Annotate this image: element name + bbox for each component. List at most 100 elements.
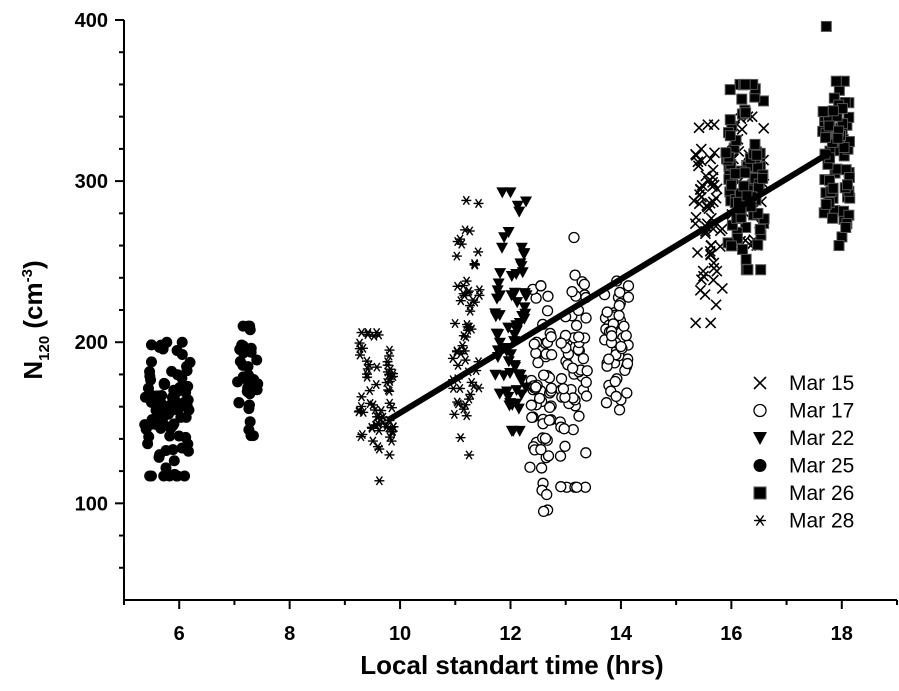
data-point (357, 343, 368, 353)
data-point (494, 268, 507, 280)
data-point (542, 450, 555, 462)
data-point (469, 297, 480, 307)
data-point (466, 377, 477, 388)
data-point (490, 293, 503, 305)
data-point (840, 221, 852, 233)
data-point (705, 249, 717, 261)
data-point (543, 414, 555, 426)
y-axis-label-main: N (18, 361, 48, 380)
data-point (164, 430, 176, 442)
data-point (500, 386, 513, 398)
data-point (473, 247, 484, 257)
data-point (838, 142, 850, 154)
data-point (621, 357, 634, 370)
data-point (724, 114, 736, 126)
data-point (383, 385, 394, 395)
data-point (532, 356, 544, 369)
y-axis-label-subscript: 120 (36, 336, 53, 361)
data-point (183, 404, 195, 416)
data-point (705, 240, 717, 252)
data-point (692, 160, 705, 172)
data-point (388, 422, 399, 432)
data-point (474, 290, 485, 301)
data-point (153, 451, 165, 463)
data-point (831, 163, 843, 175)
data-point (354, 338, 365, 348)
legend-label: Mar 28 (789, 510, 854, 533)
data-point (493, 337, 506, 349)
data-point (535, 462, 548, 474)
data-point (710, 299, 722, 311)
legend-marker (753, 459, 767, 472)
data-point (461, 276, 472, 286)
legend-item: Mar 17 (753, 400, 854, 423)
data-point (520, 196, 533, 208)
data-point (451, 251, 462, 261)
data-point (528, 338, 540, 350)
data-point (242, 320, 254, 332)
legend: Mar 15 Mar 17 Mar 22 Mar 25 Mar 26 Mar 28 (753, 372, 854, 533)
data-point (496, 187, 509, 199)
data-point (384, 345, 395, 355)
data-point (504, 187, 517, 199)
data-point (707, 171, 719, 183)
data-point (496, 242, 509, 254)
data-point (145, 339, 157, 351)
data-point (705, 153, 717, 165)
data-point (151, 414, 163, 426)
data-point (757, 172, 769, 184)
data-point (511, 200, 524, 212)
data-point (542, 290, 554, 302)
data-point (465, 306, 476, 316)
data-point (386, 436, 397, 446)
data-point (145, 356, 157, 368)
data-point (515, 242, 528, 254)
data-point (386, 403, 397, 413)
data-point (580, 447, 592, 459)
data-point (530, 347, 542, 359)
data-point (456, 239, 467, 249)
data-point (164, 470, 176, 482)
data-point (817, 106, 829, 118)
legend-label: Mar 15 (789, 372, 854, 395)
data-point (234, 356, 246, 368)
legend-marker (753, 376, 767, 390)
data-point (513, 206, 526, 218)
data-point (245, 430, 257, 442)
data-point (620, 329, 632, 342)
data-point (533, 392, 546, 404)
data-point (510, 269, 523, 281)
data-point (182, 438, 194, 450)
data-point (535, 443, 547, 456)
y-axis-label: N120 (cm-3) (18, 260, 53, 379)
legend-label: Mar 17 (789, 400, 854, 423)
data-point (559, 440, 571, 452)
data-point (362, 329, 373, 340)
data-point (464, 450, 475, 460)
data-point (166, 391, 178, 403)
y-tick-label: 200 (75, 332, 108, 354)
data-point (242, 369, 254, 381)
data-point (827, 105, 839, 117)
data-points (139, 20, 856, 518)
data-point (695, 191, 708, 203)
data-point (493, 388, 506, 400)
data-point (455, 234, 466, 244)
x-axis-label: Local standart time (hrs) (360, 650, 663, 680)
data-point (690, 148, 702, 160)
data-point (168, 418, 180, 430)
x-tick-label: 14 (610, 623, 633, 645)
data-point (535, 280, 547, 292)
data-point (566, 362, 579, 374)
data-point (554, 450, 567, 462)
legend-item: Mar 22 (753, 427, 854, 450)
data-point (568, 231, 580, 244)
data-point (701, 199, 713, 212)
data-point (689, 218, 701, 230)
data-point (555, 337, 567, 349)
data-point (502, 391, 515, 403)
data-point (357, 429, 368, 440)
data-point (758, 122, 770, 134)
data-point (455, 296, 466, 306)
data-point (827, 182, 839, 194)
